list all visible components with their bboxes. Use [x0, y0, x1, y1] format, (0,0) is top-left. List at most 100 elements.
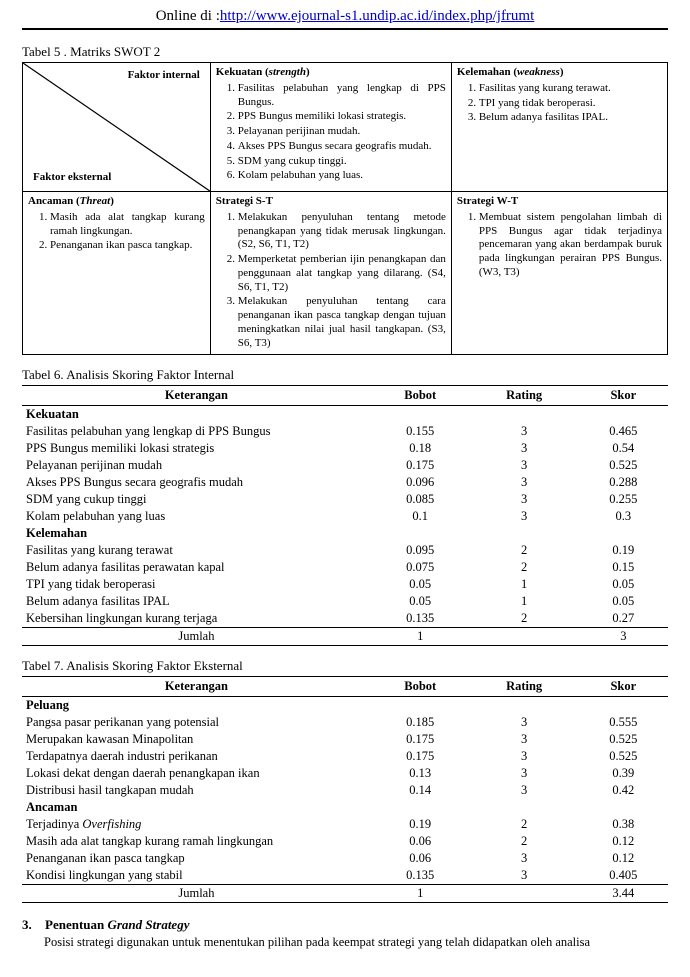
st-list: Melakukan penyuluhan tentang metode pena… — [216, 211, 446, 351]
table-row: Fasilitas yang kurang terawat0.09520.19 — [22, 542, 668, 559]
threat-title-3: ) — [110, 195, 114, 207]
row-bobot: 0.06 — [371, 833, 470, 850]
row-skor: 0.54 — [579, 440, 668, 457]
row-rating: 3 — [470, 508, 579, 525]
table-row: Pelayanan perijinan mudah0.17530.525 — [22, 457, 668, 474]
table-row: Masih ada alat tangkap kurang ramah ling… — [22, 833, 668, 850]
row-skor: 0.19 — [579, 542, 668, 559]
table-row: Belum adanya fasilitas IPAL0.0510.05 — [22, 593, 668, 610]
row-bobot: 0.096 — [371, 474, 470, 491]
row-rating: 2 — [470, 610, 579, 628]
t6-jumlah-row: Jumlah 1 3 — [22, 628, 668, 646]
row-ket: Belum adanya fasilitas IPAL — [22, 593, 371, 610]
row-rating: 3 — [470, 867, 579, 885]
wt-cell: Strategi W-T Membuat sistem pengolahan l… — [451, 192, 667, 355]
row-rating: 2 — [470, 816, 579, 833]
table-row: Kondisi lingkungan yang stabil0.13530.40… — [22, 867, 668, 885]
table-row: Terdapatnya daerah industri perikanan0.1… — [22, 748, 668, 765]
strength-title-1: Kekuatan ( — [216, 66, 269, 78]
strength-item: Kolam pelabuhan yang luas. — [238, 169, 446, 183]
row-skor: 0.555 — [579, 714, 668, 731]
row-skor: 0.465 — [579, 423, 668, 440]
jumlah-s: 3 — [579, 628, 668, 646]
row-skor: 0.39 — [579, 765, 668, 782]
row-skor: 0.525 — [579, 748, 668, 765]
st-item: Melakukan penyuluhan tentang metode pena… — [238, 211, 446, 252]
row-ket: Pelayanan perijinan mudah — [22, 457, 371, 474]
factor-internal-label: Faktor internal — [128, 69, 200, 83]
row-bobot: 0.175 — [371, 457, 470, 474]
table-row: SDM yang cukup tinggi0.08530.255 — [22, 491, 668, 508]
threat-title-1: Ancaman ( — [28, 195, 80, 207]
table5-caption: Tabel 5 . Matriks SWOT 2 — [22, 44, 668, 60]
table-row: Merupakan kawasan Minapolitan0.17530.525 — [22, 731, 668, 748]
online-prefix: Online di : — [156, 8, 220, 24]
table6: Keterangan Bobot Rating Skor Kekuatan Fa… — [22, 385, 668, 646]
row-ket: PPS Bungus memiliki lokasi strategis — [22, 440, 371, 457]
wt-list: Membuat sistem pengolahan limbah di PPS … — [457, 211, 662, 280]
row-ket: Kolam pelabuhan yang luas — [22, 508, 371, 525]
table-row: Fasilitas pelabuhan yang lengkap di PPS … — [22, 423, 668, 440]
row-ket: Belum adanya fasilitas perawatan kapal — [22, 559, 371, 576]
strength-item: Fasilitas pelabuhan yang lengkap di PPS … — [238, 82, 446, 110]
row-ket: Penanganan ikan pasca tangkap — [22, 850, 371, 867]
row-bobot: 0.05 — [371, 593, 470, 610]
strength-item: SDM yang cukup tinggi. — [238, 155, 446, 169]
strength-item: Akses PPS Bungus secara geografis mudah. — [238, 140, 446, 154]
threat-item: Masih ada alat tangkap kurang ramah ling… — [50, 211, 205, 239]
t6-kekuatan-body: Fasilitas pelabuhan yang lengkap di PPS … — [22, 423, 668, 525]
row-ket: Masih ada alat tangkap kurang ramah ling… — [22, 833, 371, 850]
jumlah-label: Jumlah — [22, 885, 371, 903]
row-skor: 0.3 — [579, 508, 668, 525]
peluang-head: Peluang — [22, 697, 668, 715]
th-rating: Rating — [470, 386, 579, 406]
st-item: Melakukan penyuluhan tentang cara penang… — [238, 295, 446, 350]
section3-heading: 3. Penentuan Grand Strategy — [22, 917, 668, 933]
row-ket: Kebersihan lingkungan kurang terjaga — [22, 610, 371, 628]
row-skor: 0.405 — [579, 867, 668, 885]
t6-kelemahan-body: Fasilitas yang kurang terawat0.09520.19B… — [22, 542, 668, 628]
row-skor: 0.288 — [579, 474, 668, 491]
weakness-title-1: Kelemahan ( — [457, 66, 517, 78]
row-skor: 0.05 — [579, 576, 668, 593]
row-bobot: 0.135 — [371, 867, 470, 885]
jumlah-b: 1 — [371, 885, 470, 903]
t7-jumlah-row: Jumlah 1 3.44 — [22, 885, 668, 903]
row-bobot: 0.05 — [371, 576, 470, 593]
row-rating: 3 — [470, 850, 579, 867]
weakness-item: Belum adanya fasilitas IPAL. — [479, 111, 662, 125]
row-ket: Kondisi lingkungan yang stabil — [22, 867, 371, 885]
row-rating: 3 — [470, 731, 579, 748]
header-rule — [22, 28, 668, 30]
row-skor: 0.525 — [579, 731, 668, 748]
online-url[interactable]: http://www.ejournal-s1.undip.ac.id/index… — [220, 8, 534, 24]
threat-cell: Ancaman (Threat) Masih ada alat tangkap … — [23, 192, 211, 355]
row-rating: 3 — [470, 423, 579, 440]
wt-title: Strategi W-T — [457, 195, 518, 207]
strength-item: Pelayanan perijinan mudah. — [238, 125, 446, 139]
th-skor: Skor — [579, 386, 668, 406]
row-skor: 0.27 — [579, 610, 668, 628]
row-bobot: 0.085 — [371, 491, 470, 508]
th-skor: Skor — [579, 677, 668, 697]
row-skor: 0.525 — [579, 457, 668, 474]
t7-ancaman-body: Terjadinya Overfishing0.1920.38Masih ada… — [22, 816, 668, 885]
jumlah-s: 3.44 — [579, 885, 668, 903]
row-ket: SDM yang cukup tinggi — [22, 491, 371, 508]
row-skor: 0.05 — [579, 593, 668, 610]
row-ket: Terdapatnya daerah industri perikanan — [22, 748, 371, 765]
wt-item: Membuat sistem pengolahan limbah di PPS … — [479, 211, 662, 280]
table-row: Terjadinya Overfishing0.1920.38 — [22, 816, 668, 833]
row-bobot: 0.175 — [371, 731, 470, 748]
row-skor: 0.255 — [579, 491, 668, 508]
weakness-cell: Kelemahan (weakness) Fasilitas yang kura… — [451, 63, 667, 192]
swot-diagonal-cell: Faktor internal Faktor eksternal — [23, 63, 211, 192]
row-ket: Pangsa pasar perikanan yang potensial — [22, 714, 371, 731]
row-ket: Distribusi hasil tangkapan mudah — [22, 782, 371, 799]
table-row: PPS Bungus memiliki lokasi strategis0.18… — [22, 440, 668, 457]
row-bobot: 0.155 — [371, 423, 470, 440]
row-ket: Fasilitas yang kurang terawat — [22, 542, 371, 559]
row-skor: 0.15 — [579, 559, 668, 576]
threat-list: Masih ada alat tangkap kurang ramah ling… — [28, 211, 205, 253]
row-ket: Merupakan kawasan Minapolitan — [22, 731, 371, 748]
